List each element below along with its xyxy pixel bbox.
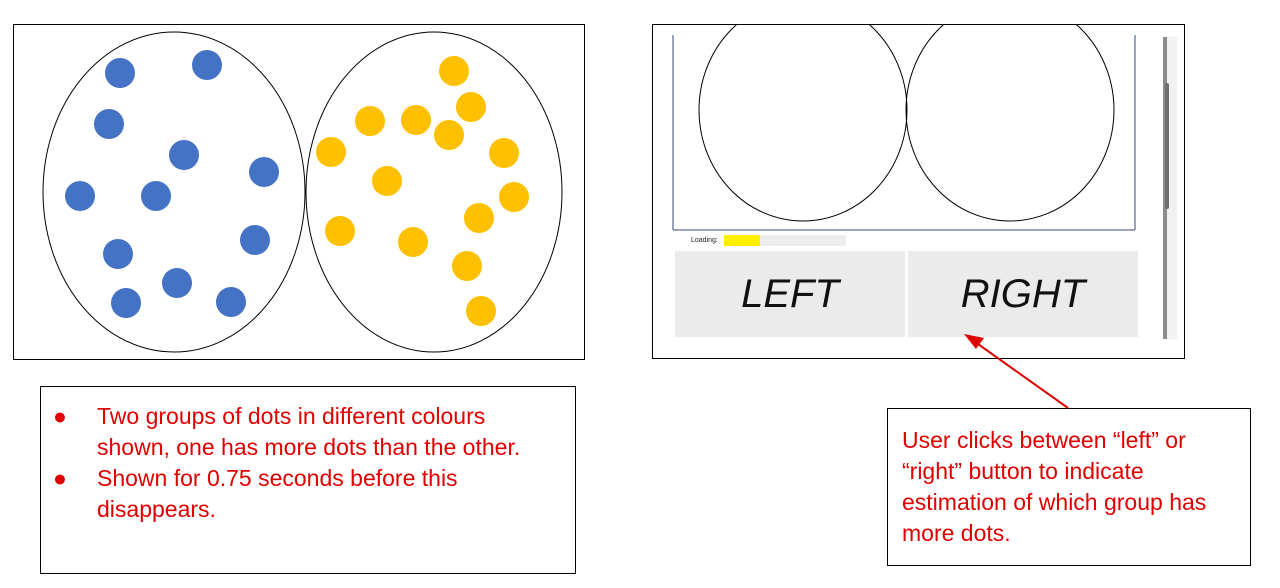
left-group-ellipse: [42, 31, 306, 353]
yellow-dot: [434, 120, 464, 150]
loading-label: Loading:: [691, 237, 718, 244]
description-list: ● Two groups of dots in different colours…: [51, 401, 561, 525]
blue-dot: [65, 181, 95, 211]
blue-dot: [162, 268, 192, 298]
scrollbar-thumb[interactable]: [1165, 83, 1169, 209]
yellow-dot: [316, 137, 346, 167]
empty-right-ellipse: [905, 25, 1115, 222]
right-button[interactable]: RIGHT: [908, 251, 1138, 337]
blue-dot: [169, 140, 199, 170]
yellow-dot: [499, 182, 529, 212]
blue-dot: [249, 157, 279, 187]
stimulus-panel: [13, 24, 585, 360]
bullet-icon: ●: [53, 403, 67, 429]
stimulus-canvas: [42, 31, 563, 353]
app-window: Loading: LEFT RIGHT: [652, 24, 1185, 359]
yellow-dot: [398, 227, 428, 257]
yellow-dot: [372, 166, 402, 196]
yellow-dot: [489, 138, 519, 168]
left-group-dots: [65, 50, 279, 318]
blue-dot: [192, 50, 222, 80]
interaction-description-text: User clicks between “left” or “right” bu…: [902, 427, 1207, 546]
scrollbar[interactable]: [1163, 37, 1177, 339]
loading-indicator: Loading:: [691, 235, 846, 246]
loading-progress-fill: [723, 235, 761, 246]
yellow-dot: [401, 105, 431, 135]
blue-dot: [141, 181, 171, 211]
interaction-description-box: User clicks between “left” or “right” bu…: [887, 408, 1251, 566]
stimulus-description-box: ● Two groups of dots in different colours…: [40, 386, 576, 574]
description-text-1: Two groups of dots in different colours …: [97, 403, 521, 460]
yellow-dot: [456, 92, 486, 122]
description-bullet-1: ● Two groups of dots in different colours…: [53, 401, 561, 463]
right-group-ellipse: [305, 31, 563, 353]
blue-dot: [216, 287, 246, 317]
blue-dot: [105, 58, 135, 88]
stage-canvas: [672, 25, 1136, 231]
description-text-2: Shown for 0.75 seconds before this disap…: [97, 465, 458, 522]
blue-dot: [103, 239, 133, 269]
empty-left-ellipse: [698, 25, 908, 222]
description-bullet-2: ● Shown for 0.75 seconds before this disa…: [53, 463, 561, 525]
yellow-dot: [464, 203, 494, 233]
blue-dot: [240, 225, 270, 255]
yellow-dot: [325, 216, 355, 246]
yellow-dot: [452, 251, 482, 281]
blue-dot: [94, 109, 124, 139]
left-button[interactable]: LEFT: [675, 251, 905, 337]
loading-progress-bar: [723, 235, 846, 246]
yellow-dot: [439, 56, 469, 86]
yellow-dot: [355, 106, 385, 136]
yellow-dot: [466, 296, 496, 326]
right-group-dots: [316, 56, 529, 326]
blue-dot: [111, 288, 141, 318]
bullet-icon: ●: [53, 465, 67, 491]
